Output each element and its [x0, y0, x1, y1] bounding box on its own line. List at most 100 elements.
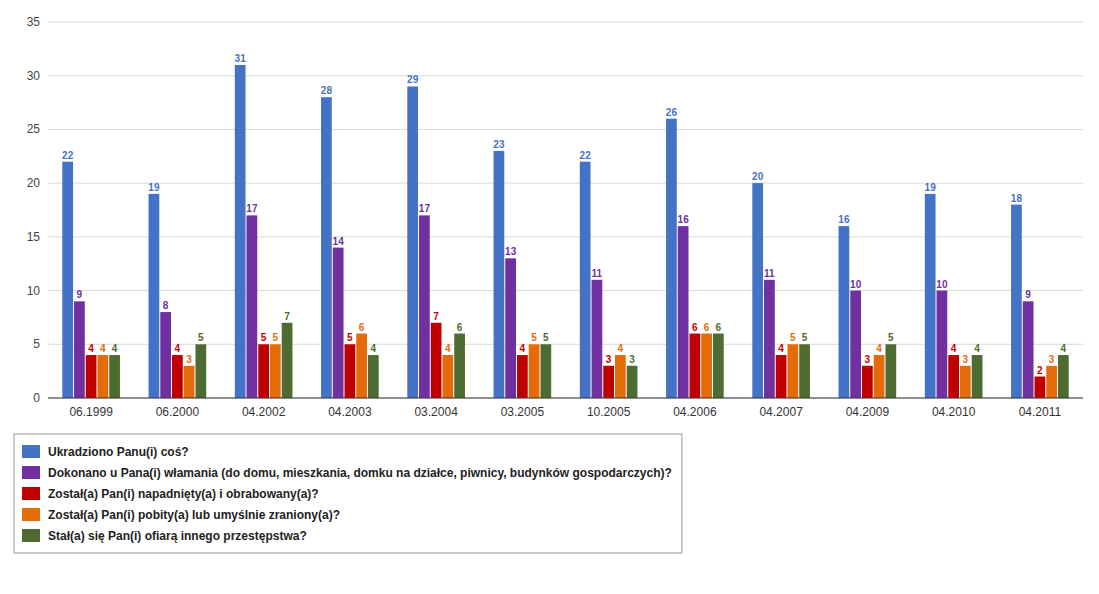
data-label: 5: [790, 332, 796, 343]
data-label: 10: [850, 279, 862, 290]
grid-line: [48, 22, 1083, 23]
bar: [764, 280, 775, 398]
bar: [333, 248, 344, 398]
y-tick-label: 35: [27, 15, 41, 29]
y-tick-label: 30: [27, 69, 41, 83]
legend-swatch: [22, 445, 40, 458]
y-tick-label: 5: [33, 337, 40, 351]
data-label: 6: [457, 322, 463, 333]
bar: [407, 86, 418, 398]
bar: [282, 323, 293, 398]
bar: [603, 366, 614, 398]
bar: [1023, 301, 1034, 398]
x-tick-label: 04.2003: [328, 405, 372, 419]
data-label: 22: [62, 150, 74, 161]
y-tick-label: 20: [27, 176, 41, 190]
data-label: 9: [77, 289, 83, 300]
bar: [270, 344, 281, 398]
data-label: 17: [246, 203, 258, 214]
data-label: 5: [261, 332, 267, 343]
data-label: 4: [88, 343, 94, 354]
data-label: 11: [592, 268, 603, 279]
bar: [615, 355, 626, 398]
data-label: 18: [1011, 193, 1023, 204]
bar: [62, 162, 73, 398]
data-label: 11: [764, 268, 775, 279]
bar: [517, 355, 528, 398]
data-label: 3: [629, 354, 635, 365]
data-label: 5: [273, 332, 279, 343]
bar: [580, 162, 591, 398]
data-labels: 2219312829232226201619189817141713111611…: [62, 53, 1066, 376]
data-label: 6: [692, 322, 698, 333]
legend-swatch: [22, 466, 40, 479]
data-label: 4: [175, 343, 181, 354]
bar: [666, 119, 677, 398]
legend-swatch: [22, 508, 40, 521]
bar: [627, 366, 638, 398]
bars: [62, 65, 1068, 398]
data-label: 19: [148, 182, 160, 193]
bar: [678, 226, 689, 398]
bar: [368, 355, 379, 398]
data-label: 4: [112, 343, 118, 354]
data-label: 3: [186, 354, 192, 365]
x-tick-label: 03.2005: [501, 405, 545, 419]
bar: [86, 355, 97, 398]
data-label: 17: [419, 203, 431, 214]
bar: [701, 334, 712, 398]
bar: [74, 301, 85, 398]
bar: [960, 366, 971, 398]
x-tick-label: 10.2005: [587, 405, 631, 419]
data-label: 23: [493, 139, 505, 150]
data-label: 3: [963, 354, 969, 365]
grid-line: [48, 75, 1083, 76]
data-label: 4: [520, 343, 526, 354]
legend-swatch: [22, 487, 40, 500]
data-label: 4: [876, 343, 882, 354]
data-label: 19: [925, 182, 937, 193]
data-label: 3: [606, 354, 612, 365]
bar: [494, 151, 505, 398]
y-tick-label: 10: [27, 284, 41, 298]
data-label: 16: [838, 214, 850, 225]
data-label: 2: [1037, 365, 1043, 376]
y-tick-label: 25: [27, 122, 41, 136]
data-label: 5: [543, 332, 549, 343]
data-label: 7: [284, 311, 290, 322]
bar: [850, 291, 861, 398]
bar: [321, 97, 332, 398]
bar: [787, 344, 798, 398]
data-label: 10: [936, 279, 948, 290]
bar: [235, 65, 246, 398]
bar: [419, 215, 430, 398]
bar: [97, 355, 108, 398]
bar: [160, 312, 171, 398]
data-label: 5: [802, 332, 808, 343]
data-label: 13: [505, 246, 517, 257]
bar: [149, 194, 160, 398]
legend-label: Został(a) Pan(i) pobity(a) lub umyślnie …: [48, 508, 340, 522]
data-label: 6: [704, 322, 710, 333]
data-label: 29: [407, 74, 419, 85]
data-label: 8: [163, 300, 169, 311]
grid-line: [48, 398, 1083, 399]
bar: [690, 334, 701, 398]
x-axis-line: [48, 398, 1083, 399]
bar: [505, 258, 516, 398]
x-tick-label: 06.2000: [156, 405, 200, 419]
bar: [454, 334, 465, 398]
data-label: 4: [974, 343, 980, 354]
data-label: 14: [333, 236, 345, 247]
bar: [442, 355, 453, 398]
chart: 0510152025303522193128292322262016191898…: [0, 0, 1099, 594]
legend-label: Został(a) Pan(i) napadnięty(a) i obrabow…: [48, 487, 319, 501]
bar: [540, 344, 551, 398]
bar: [925, 194, 936, 398]
bar: [184, 366, 195, 398]
bar: [862, 366, 873, 398]
bar: [258, 344, 269, 398]
bar: [1035, 377, 1046, 398]
x-tick-label: 04.2007: [759, 405, 803, 419]
x-tick-label: 04.2006: [673, 405, 717, 419]
